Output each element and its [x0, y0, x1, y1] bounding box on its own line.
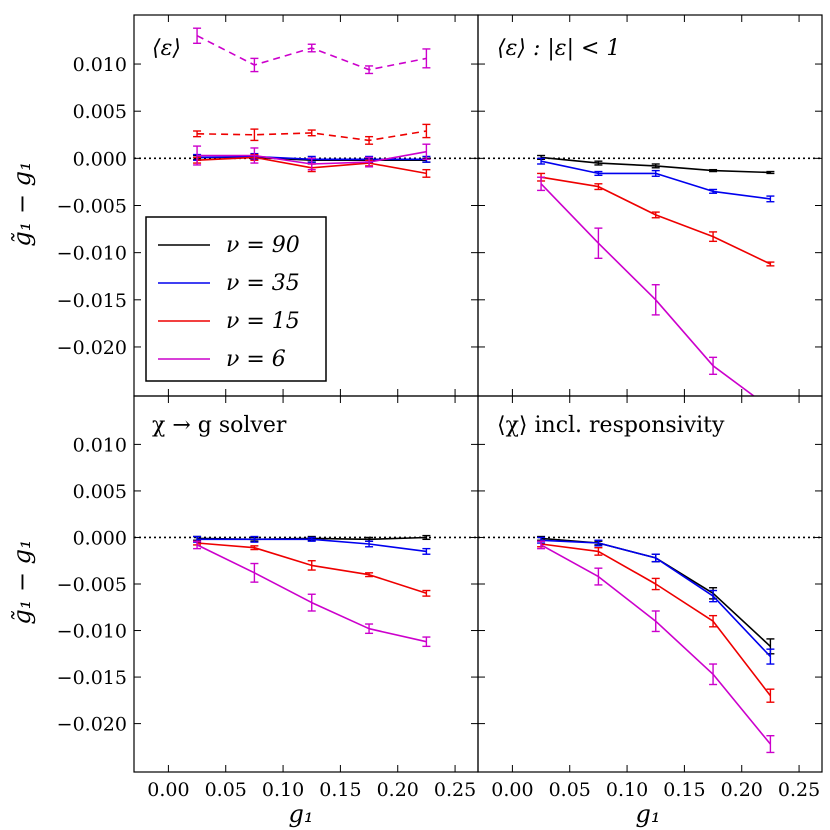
series-line--6 — [196, 544, 427, 643]
panel-title-3: χ → g solver — [152, 413, 287, 438]
x-tick-label: 0.10 — [606, 779, 648, 801]
y-tick-label: 0.010 — [73, 54, 127, 76]
panel-2 — [477, 14, 823, 397]
panel-frame-3 — [133, 395, 479, 773]
series-group-4 — [537, 535, 775, 754]
series-group-3 — [193, 534, 431, 648]
y-tick-label: −0.020 — [57, 714, 127, 736]
series-line--6-dashed- — [196, 34, 427, 71]
panel-title-2: ⟨ε⟩ : |ε| < 1 — [497, 36, 620, 61]
panel-title-1: ⟨ε⟩ — [152, 36, 181, 61]
panel-3: 0.00 0.05 0.10 0.15 0.20 0.25 0.010 0.005 0.000 −… — [57, 395, 479, 801]
panels-layer: 0.0100.0050.000−0.005−0.010−0.015−0.0200… — [57, 14, 823, 801]
y-tick-label: 0.005 — [73, 481, 127, 503]
y-tick-label: −0.005 — [57, 196, 127, 218]
x-tick-label: 0.10 — [262, 779, 304, 801]
series-group-1 — [193, 27, 431, 178]
y-tick-label: 0.010 — [73, 434, 127, 456]
panel-title-4: ⟨χ⟩ incl. responsivity — [497, 413, 725, 438]
y-axis-label-bottom: g̃₁ − g₁ — [8, 539, 36, 624]
x-axis-label-left: g₁ — [289, 800, 314, 828]
x-tick-label: 0.15 — [663, 779, 705, 801]
x-tick-label: 0.20 — [721, 779, 763, 801]
y-tick-label: 0.000 — [73, 527, 127, 549]
x-tick-label: 0.00 — [147, 779, 189, 801]
x-tick-label: 0.00 — [491, 779, 533, 801]
x-tick-label: 0.20 — [377, 779, 419, 801]
x-tick-label: 0.25 — [778, 779, 820, 801]
panel-frame-4 — [477, 395, 823, 773]
legend-label-nu-6: ν = 6 — [226, 347, 286, 372]
y-axis-label-top: g̃₁ − g₁ — [8, 161, 36, 246]
x-axis-label-right: g₁ — [636, 800, 661, 828]
x-tick-label: 0.05 — [549, 779, 591, 801]
y-tick-label: −0.010 — [57, 243, 127, 265]
y-tick-label: −0.010 — [57, 621, 127, 643]
series-group-2 — [537, 154, 775, 396]
y-tick-label: −0.020 — [57, 337, 127, 359]
legend-label-nu-35: ν = 35 — [226, 271, 300, 296]
y-tick-label: −0.015 — [57, 667, 127, 689]
x-tick-label: 0.15 — [319, 779, 361, 801]
x-tick-label: 0.25 — [434, 779, 476, 801]
y-tick-label: 0.005 — [73, 101, 127, 123]
series-line--6 — [540, 544, 772, 745]
legend: ν = 90 ν = 35 ν = 15 ν = 6 — [145, 216, 327, 382]
panel-frame-2 — [477, 14, 823, 397]
legend-label-nu-15: ν = 15 — [226, 309, 300, 334]
legend-label-nu-90: ν = 90 — [226, 233, 300, 258]
y-tick-label: −0.015 — [57, 290, 127, 312]
panel-4: 0.00 0.05 0.10 0.15 0.20 0.25 — [477, 395, 823, 801]
y-tick-label: 0.000 — [73, 148, 127, 170]
y-tick-label: −0.005 — [57, 574, 127, 596]
x-tick-label: 0.05 — [205, 779, 247, 801]
panel-1: 0.010 0.005 0.000 −0.005 −0.010 −0.015 −0.020 — [57, 14, 479, 397]
